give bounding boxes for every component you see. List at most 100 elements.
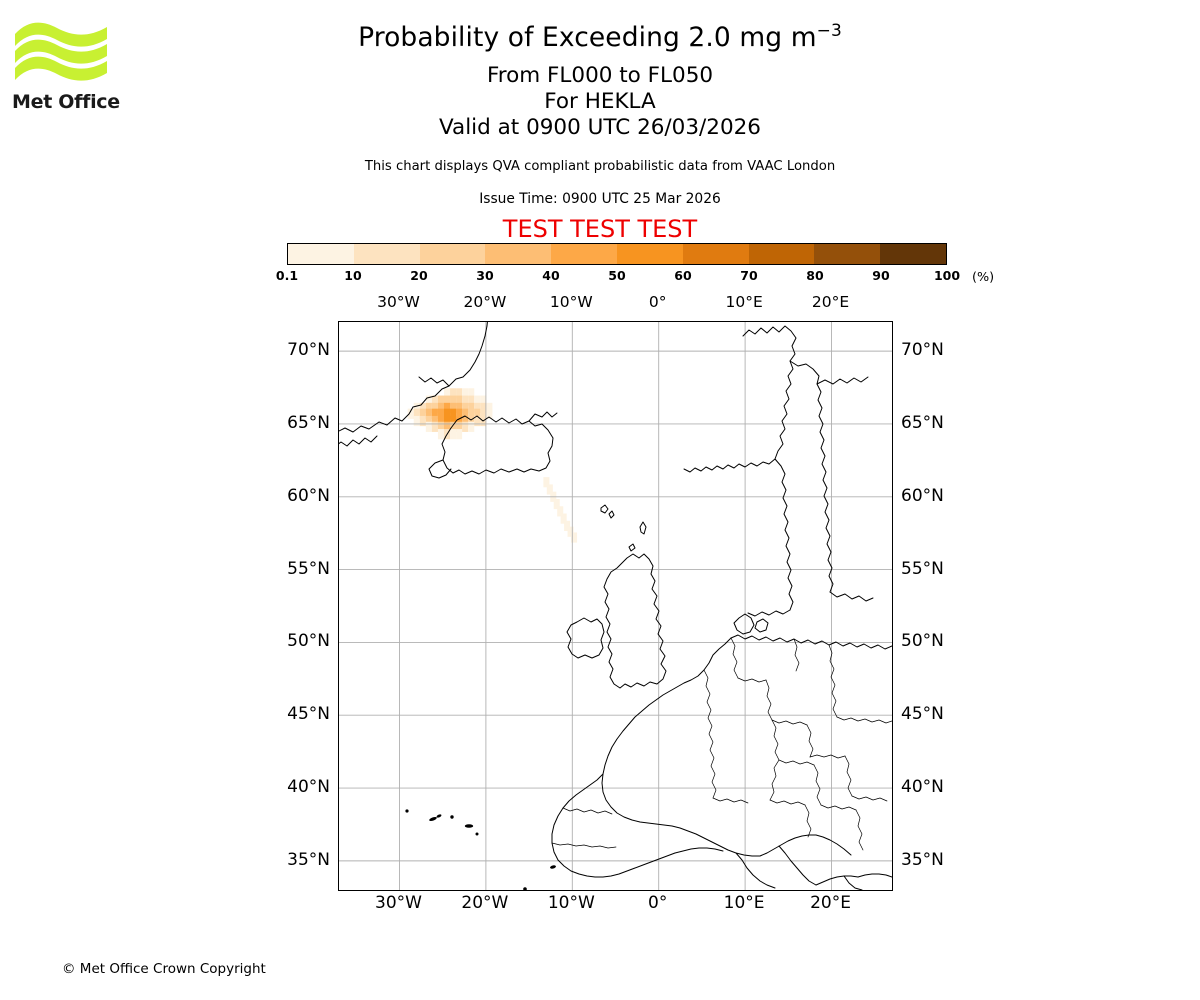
plume-cell: [419, 402, 426, 414]
met-office-logo-text: Met Office: [12, 91, 120, 113]
plume-cell: [462, 408, 469, 419]
plume-cell: [462, 388, 469, 399]
valid-time-subtitle: Valid at 0900 UTC 26/03/2026: [438, 115, 761, 140]
plume-cell: [468, 395, 475, 406]
plume-cell: [456, 395, 463, 406]
plume-cell: [407, 408, 414, 419]
plume-cell: [419, 415, 426, 427]
chart-title-text: Probability of Exceeding 2.0 mg m: [358, 22, 817, 53]
plume-cell: [480, 395, 487, 406]
lat-label-left-70°N: 70°N: [287, 340, 330, 361]
plume-cell: [456, 415, 463, 427]
colorbar-tick-40: 40: [542, 268, 560, 283]
lon-label-top-0°: 0°: [648, 293, 667, 311]
plume-cell: [437, 408, 444, 419]
plume-cell: [567, 526, 574, 537]
plume-cell: [425, 408, 432, 419]
plume-cell: [462, 415, 469, 427]
colorbar-band-9: [880, 244, 946, 264]
plume-cell: [468, 402, 475, 414]
plume-cell: [413, 415, 420, 427]
plume-cell: [474, 408, 481, 419]
colorbar-tick-20: 20: [410, 268, 428, 283]
plume-cell: [450, 402, 457, 414]
plume-cell: [425, 415, 432, 427]
plume-cell: [450, 429, 457, 440]
plume-cell: [425, 402, 432, 414]
colorbar-band-1: [353, 244, 420, 264]
colorbar-tick-100: 100: [933, 268, 961, 283]
lat-label-left-40°N: 40°N: [287, 777, 330, 798]
plume-cell: [431, 415, 438, 427]
plume-cell: [437, 415, 444, 427]
map-gridlines: [339, 322, 892, 890]
map-canvas: [339, 322, 892, 890]
plume-cell: [553, 498, 560, 510]
plume-cell: [437, 421, 444, 432]
plume-cell: [443, 408, 451, 419]
lat-label-left-60°N: 60°N: [287, 485, 330, 506]
plume-cell: [425, 395, 432, 406]
plume-cell: [443, 388, 451, 399]
probability-colorbar: [287, 243, 947, 265]
lat-label-left-50°N: 50°N: [287, 631, 330, 652]
plume-cell: [443, 415, 451, 427]
plume-cell: [480, 402, 487, 414]
plume-cell: [474, 402, 481, 414]
plume-cell: [480, 408, 487, 419]
colorbar-tick-60: 60: [674, 268, 692, 283]
lat-label-right-50°N: 50°N: [901, 631, 944, 652]
lat-label-left-65°N: 65°N: [287, 412, 330, 433]
lat-label-right-45°N: 45°N: [901, 704, 944, 725]
plume-cell: [450, 408, 457, 419]
issue-time-label: Issue Time: 0900 UTC 25 Mar 2026: [479, 191, 721, 207]
plume-cell: [468, 421, 475, 432]
colorbar-tick-80: 80: [806, 268, 824, 283]
colorbar-tick-90: 90: [872, 268, 890, 283]
colorbar-tick-labels: 0.1 10 20 30 40 50 60 70 80 90 100: [276, 268, 960, 286]
colorbar-band-7: [748, 244, 815, 264]
plume-cell: [474, 415, 481, 427]
met-office-wave-icon: [15, 22, 107, 81]
lon-label-bottom-30°W: 30°W: [375, 893, 422, 913]
plume-cell: [557, 506, 564, 517]
colorbar-band-8: [814, 244, 881, 264]
colorbar-tick-70: 70: [740, 268, 758, 283]
plume-cell: [468, 388, 475, 399]
colorbar-bands: [287, 243, 947, 265]
lat-label-right-40°N: 40°N: [901, 777, 944, 798]
plume-cell: [437, 395, 444, 406]
volcano-subtitle: For HEKLA: [544, 89, 656, 114]
chart-title-exponent: −3: [816, 21, 842, 42]
colorbar-band-6: [682, 244, 749, 264]
colorbar-tick-50: 50: [608, 268, 626, 283]
plume-cell: [450, 388, 457, 399]
lat-label-right-65°N: 65°N: [901, 412, 944, 433]
plume-cell: [443, 395, 451, 406]
lon-label-top-20°W: 20°W: [463, 293, 507, 311]
lat-label-right-60°N: 60°N: [901, 485, 944, 506]
lon-label-bottom-10°E: 10°E: [723, 893, 765, 913]
lon-label-top-10°E: 10°E: [725, 293, 763, 311]
plume-cell: [413, 402, 420, 414]
plume-cell: [456, 429, 463, 440]
lon-label-bottom-0°: 0°: [648, 893, 668, 913]
lon-label-top-20°E: 20°E: [811, 293, 850, 311]
plume-cell: [456, 421, 463, 432]
plume-cell: [413, 408, 420, 419]
colorbar-unit-label: (%): [972, 270, 995, 285]
atlantic-islands: [405, 809, 556, 890]
plume-cell: [456, 402, 463, 414]
plume-cell: [456, 408, 463, 419]
plume-cell: [425, 421, 432, 432]
lat-label-right-35°N: 35°N: [901, 849, 944, 870]
colorbar-tick-10: 10: [344, 268, 362, 283]
lon-label-bottom-10°W: 10°W: [547, 893, 595, 913]
plume-cell: [437, 429, 444, 440]
colorbar-band-4: [551, 244, 617, 264]
plume-cell: [450, 421, 457, 432]
lon-label-bottom-20°E: 20°E: [810, 893, 851, 913]
lat-label-left-35°N: 35°N: [287, 849, 330, 870]
plume-cell: [450, 415, 457, 427]
plume-cell: [462, 421, 469, 432]
